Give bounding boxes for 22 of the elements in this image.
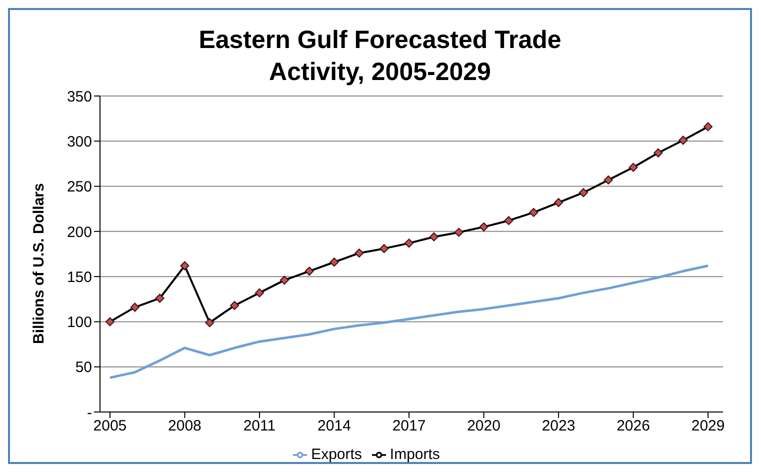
x-tick-label: 2026	[616, 418, 650, 435]
x-tick-label: 2008	[168, 418, 202, 435]
x-tick-label: 2023	[542, 418, 576, 435]
x-tick-label: 2020	[467, 418, 500, 435]
y-tick-label: 250	[66, 178, 92, 196]
legend-label: Imports	[390, 446, 440, 463]
y-tick-label: 350	[66, 88, 92, 106]
x-tick-label: 2011	[243, 418, 276, 435]
x-tick-label: 2017	[392, 418, 426, 435]
y-tick-label: 200	[66, 224, 92, 241]
y-tick-label: 100	[66, 314, 92, 332]
y-tick-label: 300	[66, 133, 92, 150]
x-tick-label: 2014	[318, 418, 351, 435]
x-tick-label: 2029	[691, 418, 725, 435]
chart-title: Eastern Gulf Forecasted Trade Activity, 2005-2029	[198, 25, 562, 88]
y-axis-title: Billions of U.S. Dollars	[30, 183, 48, 344]
y-tick-label: 50	[75, 359, 92, 376]
legend-label: Exports	[311, 446, 362, 463]
x-tick-label: 2005	[93, 418, 127, 435]
line-series	[108, 264, 710, 379]
y-tick-label: 150	[66, 268, 92, 286]
y-tick-label: -	[87, 404, 92, 422]
